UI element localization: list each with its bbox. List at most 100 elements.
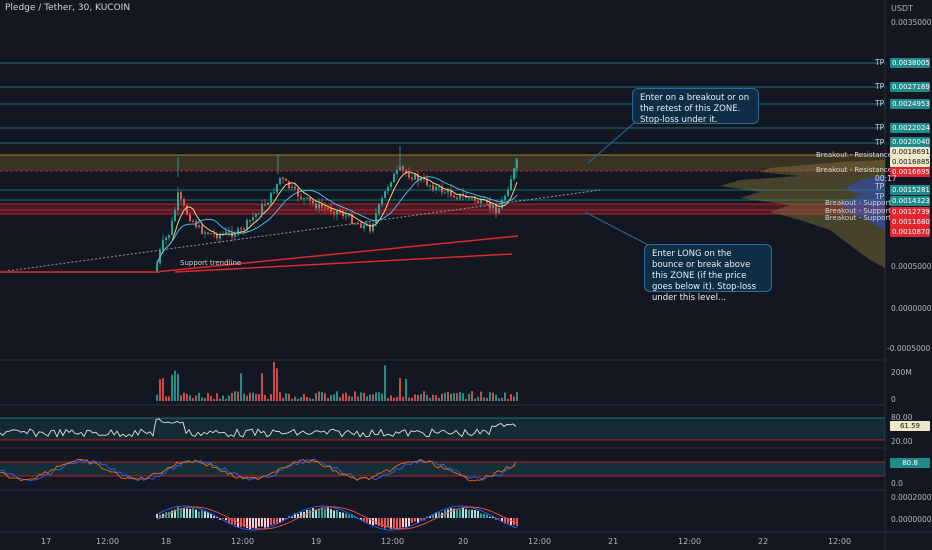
volume-bar [450, 393, 452, 401]
macd-bar [318, 508, 320, 518]
volume-bar [234, 391, 236, 401]
macd-bar [465, 509, 467, 518]
volume-bar [444, 392, 446, 401]
volume-bar [270, 394, 272, 401]
candle-body [423, 178, 425, 180]
volume-bar [285, 393, 287, 401]
candle-body [324, 207, 326, 209]
volume-bar [459, 392, 461, 401]
macd-bar [195, 509, 197, 518]
volume-bar [363, 392, 365, 401]
candle-body [387, 186, 389, 192]
macd-bar [285, 518, 287, 520]
tp-label: TP [875, 182, 885, 191]
tp-price-badge: 0.0014323 [890, 196, 930, 206]
volume-bar [300, 397, 302, 401]
macd-bar [279, 518, 281, 523]
rsi-series [0, 418, 517, 438]
candle-body [384, 191, 386, 199]
volume-bar [483, 397, 485, 401]
volume-bar [195, 395, 197, 401]
support-price-badge: 0.0011680 [890, 217, 930, 227]
candle-body [207, 232, 209, 234]
candle-body [330, 208, 332, 213]
red-trendline-lower[interactable] [174, 253, 513, 273]
resistance-label: Breakout - Resistance [816, 151, 893, 159]
volume-bar [432, 394, 434, 401]
volume-bar [372, 394, 374, 401]
volume-bar [387, 398, 389, 401]
volume-bar [327, 397, 329, 401]
candle-body [285, 178, 287, 182]
macd-bar [321, 507, 323, 518]
macd-bar [516, 518, 518, 527]
volume-bar [441, 393, 443, 401]
macd-bar [210, 513, 212, 518]
macd-bar [381, 518, 383, 528]
candle-body [414, 174, 416, 180]
candle-body [390, 182, 392, 187]
macd-bar [456, 509, 458, 518]
ma-slow-line [156, 176, 518, 264]
candle-body [255, 213, 257, 217]
candle-body [354, 223, 356, 225]
callout-breakout-note[interactable]: Enter on a breakout or on the retest of … [632, 88, 759, 125]
candle-body [456, 197, 458, 199]
volume-bar [168, 396, 170, 401]
macd-bar [270, 518, 272, 526]
volume-tick: 0 [891, 395, 896, 404]
candle-body [270, 192, 272, 203]
candle-body [501, 199, 503, 209]
red-trendline-upper[interactable] [154, 235, 519, 273]
candle-body [378, 203, 380, 214]
volume-bar [309, 398, 311, 401]
candle-body [249, 220, 251, 222]
volume-bar [468, 393, 470, 401]
volume-bar [282, 397, 284, 401]
macd-bar [429, 515, 431, 518]
macd-bar [228, 518, 230, 524]
macd-bar [198, 511, 200, 518]
stoch-lines [0, 458, 517, 482]
support-trendline[interactable] [0, 189, 601, 273]
candle-body [273, 192, 275, 194]
callout-long-note[interactable]: Enter LONG on the bounce or break above … [644, 244, 772, 303]
volume-bar [222, 395, 224, 401]
volume-bar [462, 393, 464, 401]
tp-price-badge: 0.0020040 [890, 137, 930, 147]
candle-body [201, 225, 203, 234]
macd-bar [477, 510, 479, 518]
candle-body [321, 203, 323, 208]
resistance-label: Breakout - Resistance [816, 166, 893, 174]
tp-price-badge: 0.0027169 [890, 82, 930, 92]
tp-label: TP [875, 192, 885, 201]
volume-bar [228, 395, 230, 401]
macd-bar [180, 508, 182, 518]
macd-bar [402, 518, 404, 528]
symbol-title[interactable]: Pledge / Tether, 30, KUCOIN [5, 3, 131, 13]
macd-bar [447, 509, 449, 518]
candle-body [294, 186, 296, 189]
time-tick: 12:00 [528, 537, 552, 546]
volume-bar [339, 397, 341, 401]
candle-body [480, 199, 482, 204]
trendline-label: Support trendline [180, 259, 242, 267]
volume-bar [489, 392, 491, 401]
candle-body [318, 203, 320, 209]
candle-body [429, 185, 431, 187]
macd-bar [366, 518, 368, 523]
price-tick: 0.0005000 [891, 262, 932, 271]
macd-bar [264, 518, 266, 528]
macd-bar [333, 510, 335, 518]
price-tick: 0.0035000 [891, 18, 932, 27]
macd-bar [342, 512, 344, 518]
macd-bar [351, 514, 353, 518]
macd-bar [207, 511, 209, 518]
macd-bar [249, 518, 251, 530]
volume-bar [453, 392, 455, 401]
macd-bar [297, 514, 299, 518]
volume-bar [474, 398, 476, 401]
candle-body [441, 186, 443, 193]
volume-bar [438, 398, 440, 401]
